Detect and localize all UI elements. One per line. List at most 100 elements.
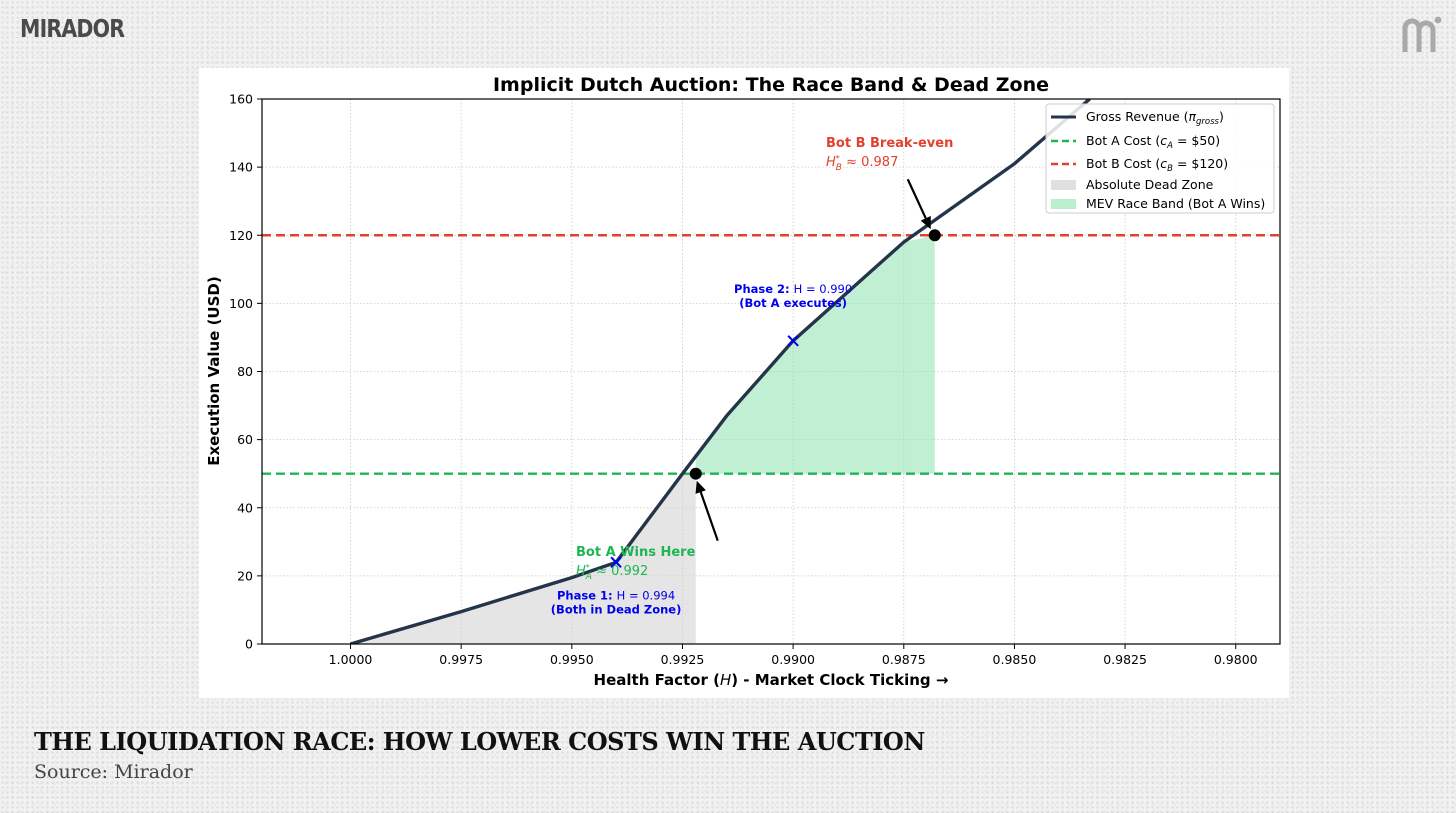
revenue-curve: [350, 99, 1091, 644]
bot-b-arrow: [906, 178, 931, 230]
legend-math-sub: gross: [1196, 117, 1220, 127]
legend-swatch: [1051, 180, 1076, 190]
math-sub: A: [585, 572, 592, 582]
math-sup: *: [836, 154, 840, 163]
arrow-shaft: [699, 491, 719, 542]
legend-bot-a-cost: Bot A Cost (cA = $50): [1051, 133, 1220, 151]
legend-text: Bot A Cost (: [1086, 133, 1160, 148]
legend-frame: [1045, 103, 1275, 214]
arrow-shaft: [906, 178, 927, 219]
y-tick-label: 20: [237, 568, 253, 583]
x-tick-label: 1.0000: [329, 652, 373, 667]
phase-1-sublabel: (Both in Dead Zone): [551, 602, 682, 616]
bot-b-breakeven-point: [928, 229, 941, 242]
fill-regions: [350, 235, 935, 644]
phase-2-label: Phase 2: H = 0.990: [734, 282, 852, 296]
x-tick-label: 0.9850: [993, 652, 1037, 667]
x-tick-label: 0.9875: [882, 652, 926, 667]
phase-label-title: Phase 1:: [557, 588, 617, 602]
legend-math-sub: B: [1167, 164, 1173, 174]
x-tick-label: 0.9800: [1214, 652, 1258, 667]
dead-zone-fill: [350, 473, 696, 644]
phase-x-icon: [787, 335, 799, 347]
x-tick-label: 0.9900: [771, 652, 815, 667]
phase-1-label: Phase 1: H = 0.994: [557, 588, 675, 602]
y-tick-label: 40: [237, 500, 253, 515]
legend-label: Gross Revenue (πgross): [1086, 109, 1224, 127]
bot-a-wins-title: Bot A Wins Here: [576, 545, 696, 560]
x-tick-label: 0.9925: [661, 652, 705, 667]
math-value: ≈ 0.987: [842, 155, 898, 170]
legend-swatch: [1051, 199, 1076, 209]
xlabel-part: ) - Market Clock Ticking →: [731, 671, 948, 689]
legend-text: Absolute Dead Zone: [1086, 177, 1214, 192]
phase-2-sublabel: (Bot A executes): [739, 296, 847, 310]
gross-revenue-line: [350, 99, 1091, 644]
xlabel-italic: H: [720, 671, 731, 689]
math-symbol: H: [826, 155, 836, 170]
legend-label: Absolute Dead Zone: [1086, 177, 1214, 192]
xlabel-part: Health Factor (: [594, 671, 720, 689]
bot-b-breakeven-value: H* B ≈ 0.987: [826, 154, 898, 173]
y-tick-label: 100: [229, 296, 253, 311]
math-sub: B: [836, 163, 842, 173]
x-tick-label: 0.9975: [439, 652, 483, 667]
race-band-fill: [695, 235, 935, 474]
phase-label-value: H = 0.990: [794, 282, 853, 296]
y-tick-label: 60: [237, 432, 253, 447]
legend-label: MEV Race Band (Bot A Wins): [1086, 196, 1265, 211]
y-tick-label: 80: [237, 364, 253, 379]
legend-text: MEV Race Band (Bot A Wins): [1086, 196, 1265, 211]
legend-gross-revenue: Gross Revenue (πgross): [1051, 109, 1224, 127]
phase-2-marker: [787, 335, 799, 347]
bot-a-arrow: [695, 480, 719, 542]
legend-text: Gross Revenue (: [1086, 109, 1188, 124]
footer-title: THE LIQUIDATION RACE: HOW LOWER COSTS WI…: [34, 727, 925, 756]
chart-title: Implicit Dutch Auction: The Race Band & …: [493, 74, 1049, 96]
x-axis-ticks: 1.0000 0.9975 0.9950 0.9925 0.9900 0.9875 0.98…: [329, 644, 1258, 667]
bot-b-breakeven-title: Bot B Break-even: [826, 136, 953, 151]
legend-dead-zone: Absolute Dead Zone: [1051, 177, 1214, 192]
brand-logo: MIRADOR: [20, 14, 125, 43]
bot-a-wins-value: H* A ≈ 0.992: [576, 563, 648, 582]
y-tick-label: 120: [229, 228, 253, 243]
chart-card: Implicit Dutch Auction: The Race Band & …: [199, 68, 1289, 698]
legend-label: Bot A Cost (cA = $50): [1086, 133, 1220, 151]
y-axis-label: Execution Value (USD): [205, 276, 223, 465]
y-tick-label: 140: [229, 160, 253, 175]
legend-math-sub: A: [1166, 141, 1173, 151]
arrow-head: [920, 216, 931, 230]
legend-text-suffix: = $120): [1173, 156, 1228, 171]
bot-a-breakeven-point: [689, 467, 702, 480]
x-axis-label: Health Factor (H) - Market Clock Ticking…: [594, 671, 949, 689]
phase-label-value: H = 0.994: [617, 588, 676, 602]
legend-math-symbol: c: [1160, 133, 1167, 148]
footer-source: Source: Mirador: [34, 761, 193, 783]
math-sup: *: [586, 563, 590, 572]
x-tick-label: 0.9950: [550, 652, 594, 667]
phase-label-title: Phase 2:: [734, 282, 794, 296]
legend-label: Bot B Cost (cB = $120): [1086, 156, 1228, 174]
phase-1-marker: [610, 556, 622, 568]
legend-text-suffix: ): [1219, 109, 1224, 124]
legend-text: Bot B Cost (: [1086, 156, 1160, 171]
x-tick-label: 0.9825: [1103, 652, 1147, 667]
legend-math-symbol: π: [1188, 109, 1196, 124]
legend-text-suffix: = $50): [1173, 133, 1220, 148]
y-tick-label: 160: [229, 92, 253, 107]
math-symbol: H: [576, 564, 586, 579]
mirador-mark-icon: [1402, 16, 1442, 52]
math-value: ≈ 0.992: [592, 564, 648, 579]
phase-x-icon: [610, 556, 622, 568]
chart: Implicit Dutch Auction: The Race Band & …: [205, 74, 1281, 689]
legend-math-symbol: c: [1160, 156, 1167, 171]
arrow-head: [695, 480, 706, 494]
annotations: Phase 1: H = 0.994(Both in Dead Zone)Pha…: [551, 136, 954, 616]
markers: [610, 229, 941, 568]
legend-bot-b-cost: Bot B Cost (cB = $120): [1051, 156, 1228, 174]
y-tick-label: 0: [245, 637, 253, 652]
cost-lines: [262, 234, 1280, 475]
legend: Gross Revenue (πgross) Bot A Cost (cA = $…: [1045, 103, 1275, 214]
legend-race-band: MEV Race Band (Bot A Wins): [1051, 196, 1265, 211]
y-axis-ticks: 0 20 40 60 80 100 120 140 160: [229, 92, 262, 652]
